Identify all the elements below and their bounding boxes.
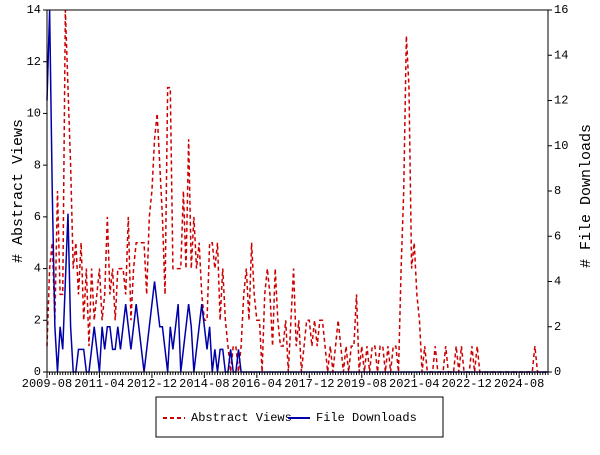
- y2-tick-label: 14: [554, 48, 568, 62]
- y-tick-label: 10: [27, 107, 41, 121]
- y2-tick-label: 6: [554, 229, 561, 243]
- x-tick-label: 2011-04: [74, 377, 124, 391]
- legend-box: [155, 396, 444, 438]
- y-tick-label: 6: [34, 210, 41, 224]
- x-tick-label: 2017-12: [284, 377, 334, 391]
- y2-tick-label: 12: [554, 94, 568, 108]
- series-line: [46, 9, 548, 373]
- y2-tick-label: 4: [554, 275, 561, 289]
- y-tick-label: 2: [34, 313, 41, 327]
- y-tick-label: 12: [27, 55, 41, 69]
- y-tick-label: 8: [34, 158, 41, 172]
- y2-axis-label: # File Downloads: [578, 124, 595, 268]
- x-tick-label: 2022-12: [441, 377, 491, 391]
- y2-tick-label: 2: [554, 320, 561, 334]
- y-tick-label: 0: [34, 365, 41, 379]
- legend-label: Abstract Views: [191, 411, 292, 425]
- legend-label: File Downloads: [316, 411, 417, 425]
- x-tick-label: 2009-08: [22, 377, 72, 391]
- x-tick-label: 2012-12: [127, 377, 177, 391]
- y-tick-label: 4: [34, 262, 41, 276]
- y-axis-label: # Abstract Views: [10, 119, 27, 263]
- y-tick-label: 14: [27, 3, 41, 17]
- y2-tick-label: 10: [554, 139, 568, 153]
- series-line: [46, 9, 548, 373]
- x-tick-label: 2014-08: [179, 377, 229, 391]
- y2-tick-label: 0: [554, 365, 561, 379]
- x-tick-label: 2019-08: [337, 377, 387, 391]
- plot-frame: [46, 9, 549, 373]
- x-tick-label: 2021-04: [389, 377, 439, 391]
- y2-tick-label: 16: [554, 3, 568, 17]
- x-tick-label: 2016-04: [232, 377, 282, 391]
- y2-tick-label: 8: [554, 184, 561, 198]
- x-tick-label: 2024-08: [494, 377, 544, 391]
